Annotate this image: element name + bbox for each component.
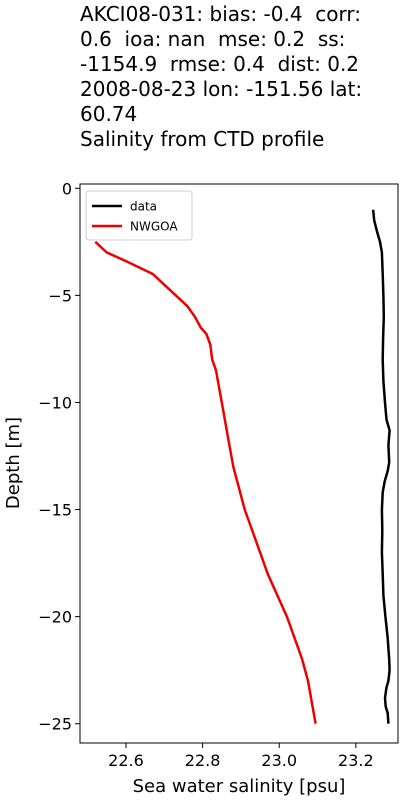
title-line: -1154.9 rmse: 0.4 dist: 0.2 [80,52,360,76]
chart-title: AKCI08-031: bias: -0.4 corr: 0.6 ioa: na… [80,2,398,152]
x-tick-label: 22.6 [108,751,144,770]
y-tick-label: −10 [38,393,72,412]
title-line: AKCI08-031: bias: -0.4 corr: [80,2,361,26]
series-layer [94,209,391,724]
y-tick-label: −25 [38,715,72,734]
plot-frame [79,183,399,744]
x-tick-label: 23.0 [261,751,297,770]
legend-label-data: data [130,200,157,214]
legend-box [85,190,193,241]
y-tick-label: 0 [62,179,72,198]
legend: data NWGOA [85,190,193,241]
series-line-data [371,209,391,724]
y-ticks: 0 −5 −10 −15 −20 −25 [38,179,80,734]
y-tick-label: −5 [48,286,72,305]
y-tick-label: −15 [38,501,72,520]
title-line: 60.74 [80,102,138,126]
x-tick-label: 23.2 [338,751,374,770]
y-axis-label: Depth [m] [3,417,24,509]
title-line: 2008-08-23 lon: -151.56 lat: [80,77,363,101]
series-line-nwgoa [94,240,317,724]
legend-label-nwgoa: NWGOA [130,220,178,234]
x-tick-label: 22.8 [185,751,221,770]
x-ticks: 22.6 22.8 23.0 23.2 [108,743,374,770]
title-line: Salinity from CTD profile [80,127,325,151]
y-tick-label: −20 [38,608,72,627]
title-line: 0.6 ioa: nan mse: 0.2 ss: [80,27,346,51]
x-axis-label: Sea water salinity [psu] [133,776,346,797]
